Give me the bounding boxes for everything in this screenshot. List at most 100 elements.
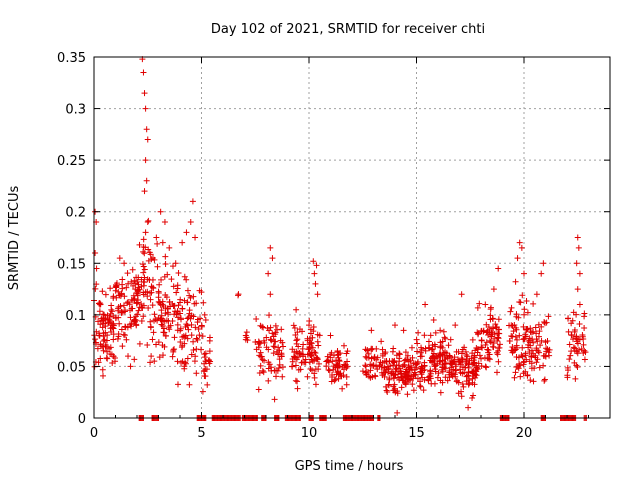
data-point — [304, 335, 311, 342]
data-point — [343, 381, 350, 388]
data-point — [440, 328, 447, 335]
data-point — [129, 305, 136, 312]
data-point — [391, 374, 398, 381]
data-point — [344, 348, 351, 355]
data-point — [121, 332, 128, 339]
data-point — [307, 330, 314, 337]
data-point — [300, 351, 307, 358]
data-point — [533, 359, 540, 366]
data-point — [532, 324, 539, 331]
data-point — [141, 266, 148, 273]
data-point — [159, 239, 166, 246]
data-point — [259, 367, 266, 374]
data-point — [160, 329, 167, 336]
data-point — [191, 358, 198, 365]
data-point — [172, 260, 179, 267]
data-point — [421, 332, 428, 339]
data-point — [201, 372, 208, 379]
data-point — [120, 302, 127, 309]
data-point — [94, 345, 101, 352]
data-point — [475, 330, 482, 337]
data-point — [125, 280, 132, 287]
data-point — [437, 357, 444, 364]
data-point — [438, 343, 445, 350]
data-point — [177, 338, 184, 345]
data-point — [166, 244, 173, 251]
data-point — [527, 377, 534, 384]
data-point — [425, 344, 432, 351]
data-point — [263, 334, 270, 341]
data-point — [564, 372, 571, 379]
x-tick-label: 15 — [408, 426, 425, 441]
data-point — [431, 341, 438, 348]
data-point — [574, 363, 581, 370]
data-point — [255, 344, 262, 351]
data-point — [136, 241, 143, 248]
data-point — [296, 326, 303, 333]
data-point — [292, 377, 299, 384]
data-point — [162, 333, 169, 340]
data-point — [522, 352, 529, 359]
data-point — [519, 344, 526, 351]
data-point — [100, 320, 107, 327]
data-point — [102, 315, 109, 322]
data-point — [272, 329, 279, 336]
data-point — [260, 324, 267, 331]
data-point — [418, 346, 425, 353]
data-point — [564, 364, 571, 371]
data-point — [574, 286, 581, 293]
data-point — [189, 198, 196, 205]
data-point — [382, 369, 389, 376]
y-tick-label: 0.3 — [65, 103, 86, 118]
data-point — [163, 294, 170, 301]
data-point — [432, 368, 439, 375]
data-point — [452, 322, 459, 329]
data-point — [184, 335, 191, 342]
data-point — [136, 286, 143, 293]
data-point — [289, 363, 296, 370]
data-point — [475, 360, 482, 367]
data-point — [171, 302, 178, 309]
data-point — [270, 343, 277, 350]
plot-frame — [93, 56, 611, 419]
data-point — [437, 377, 444, 384]
data-point — [141, 274, 148, 281]
data-point — [400, 327, 407, 334]
data-point — [486, 326, 493, 333]
data-point — [235, 292, 242, 299]
data-point — [576, 270, 583, 277]
data-point — [165, 324, 172, 331]
data-point — [196, 332, 203, 339]
data-point — [198, 289, 205, 296]
data-point — [133, 300, 140, 307]
data-point — [295, 343, 302, 350]
data-point — [138, 318, 145, 325]
data-point — [541, 318, 548, 325]
data-point — [314, 331, 321, 338]
data-point — [149, 302, 156, 309]
data-point — [344, 363, 351, 370]
y-tick-label: 0.1 — [65, 309, 86, 324]
data-point — [462, 348, 469, 355]
data-point — [314, 356, 321, 363]
data-point — [524, 309, 531, 316]
data-point — [102, 329, 109, 336]
data-point — [383, 387, 390, 394]
data-point — [458, 291, 465, 298]
data-point — [123, 284, 130, 291]
data-point — [141, 250, 148, 257]
x-axis-label: GPS time / hours — [295, 459, 404, 474]
data-point — [459, 381, 466, 388]
data-point — [525, 337, 532, 344]
data-point — [513, 353, 520, 360]
data-point — [181, 273, 188, 280]
data-point — [310, 324, 317, 331]
data-point — [107, 285, 114, 292]
data-point — [308, 351, 315, 358]
data-point — [112, 283, 119, 290]
data-point — [108, 306, 115, 313]
data-point — [524, 372, 531, 379]
data-point — [158, 321, 165, 328]
data-point — [396, 365, 403, 372]
data-point — [138, 276, 145, 283]
